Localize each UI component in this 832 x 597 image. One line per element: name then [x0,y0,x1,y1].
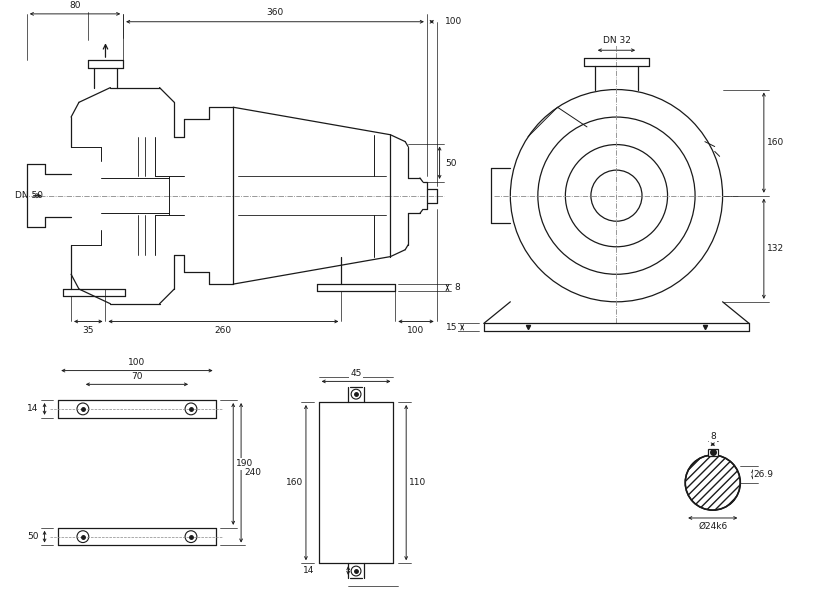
Text: 160: 160 [767,138,785,147]
Text: 110: 110 [409,478,427,487]
Text: 240: 240 [245,468,261,477]
Text: 132: 132 [767,244,785,253]
Text: 160: 160 [285,478,303,487]
Text: 50: 50 [27,532,38,541]
Text: DN 32: DN 32 [602,36,631,45]
Text: 260: 260 [215,326,232,335]
Text: 14: 14 [303,565,314,574]
Text: 190: 190 [236,460,254,469]
Text: 8: 8 [454,282,460,291]
Text: 8: 8 [710,432,716,441]
Text: Ø24k6: Ø24k6 [698,521,727,530]
Text: 80: 80 [69,1,81,10]
Polygon shape [708,449,718,456]
Text: 14: 14 [27,404,38,413]
Circle shape [686,455,740,510]
Text: 70: 70 [131,372,142,381]
Text: 100: 100 [408,326,424,335]
Text: 100: 100 [444,17,462,26]
Text: 26.9: 26.9 [754,470,774,479]
Text: 50: 50 [446,159,457,168]
Text: 15: 15 [446,323,457,332]
Text: DN 50: DN 50 [15,191,43,200]
Text: 360: 360 [266,8,283,17]
Text: 45: 45 [350,369,362,378]
Text: 100: 100 [128,358,146,367]
Text: 35: 35 [82,326,93,335]
